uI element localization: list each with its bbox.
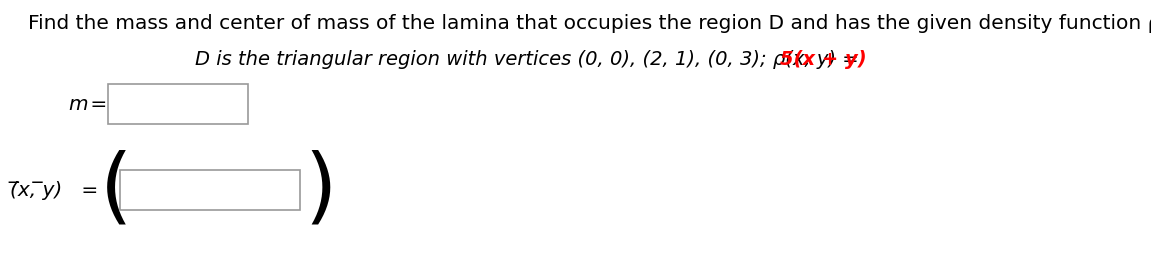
Text: 5(x + y): 5(x + y) <box>780 50 867 69</box>
Text: m: m <box>68 94 87 113</box>
Bar <box>108 84 247 124</box>
Text: =: = <box>84 94 107 113</box>
Text: (: ( <box>100 150 132 230</box>
Text: =: = <box>75 181 98 199</box>
Bar <box>120 170 300 210</box>
Text: (̅x, ̅y): (̅x, ̅y) <box>10 181 62 199</box>
Text: Find the mass and center of mass of the lamina that occupies the region D and ha: Find the mass and center of mass of the … <box>28 14 1151 33</box>
Text: ): ) <box>304 150 336 230</box>
Text: D is the triangular region with vertices (0, 0), (2, 1), (0, 3); ρ(x, y) =: D is the triangular region with vertices… <box>195 50 864 69</box>
